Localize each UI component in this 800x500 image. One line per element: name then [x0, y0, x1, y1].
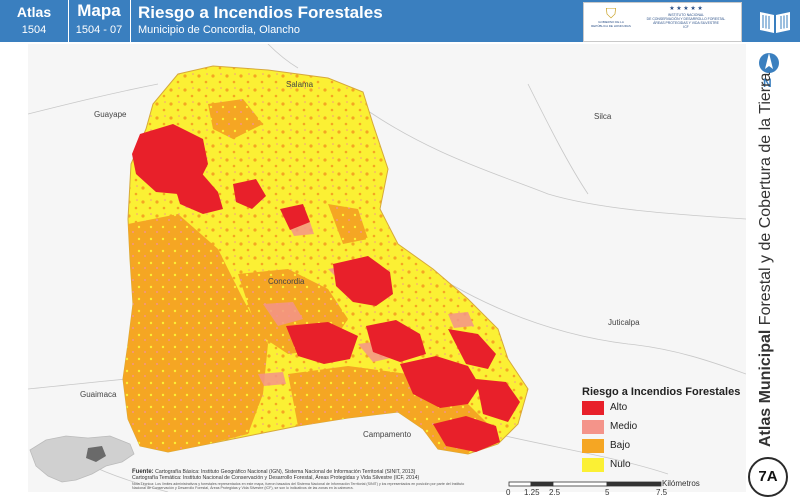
place-guayape: Guayape	[94, 110, 127, 119]
icf-line3: ÁREAS PROTEGIDAS Y VIDA SILVESTRE	[653, 21, 719, 25]
icf-abbr: ICF	[683, 25, 689, 29]
scale-tick-3: 5	[605, 488, 610, 497]
legend-swatch-bajo	[582, 439, 604, 453]
scale-tick-0: 0	[506, 488, 511, 497]
place-concordia: Concordia	[268, 277, 305, 286]
atlas-cell: Atlas 1504	[0, 0, 69, 42]
gobierno-logo: ⛉ GOBIERNO DE LA REPÚBLICA DE HONDURAS	[590, 5, 632, 28]
mapa-number: 1504 - 07	[75, 24, 123, 36]
icf-stars: ★ ★ ★ ★ ★	[669, 6, 703, 12]
scale-bar	[505, 478, 670, 498]
north-arrow: N	[757, 45, 781, 97]
legend-item-medio: Medio	[582, 420, 752, 436]
legend-item-nulo: Nulo	[582, 458, 752, 474]
inset-locator-map	[26, 422, 138, 488]
legend-swatch-nulo	[582, 458, 604, 472]
side-title-bold: Atlas Municipal	[757, 329, 774, 447]
place-guaimaca: Guaimaca	[80, 390, 117, 399]
legend-label-nulo: Nulo	[610, 459, 631, 470]
sources-block: Fuente: Cartografía Básica: Instituto Ge…	[132, 469, 467, 491]
header-bar: Atlas 1504 Mapa 1504 - 07 Riesgo a Incen…	[0, 0, 750, 42]
legend-label-bajo: Bajo	[610, 440, 631, 451]
scale-tick-2: 2.5	[549, 488, 561, 497]
place-juticalpa: Juticalpa	[608, 318, 640, 327]
place-salama: Salama	[286, 80, 314, 89]
page-subtitle: Municipio de Concordia, Olancho	[138, 24, 301, 36]
scale-tick-1: 1.25	[524, 488, 540, 497]
coat-of-arms-icon: ⛉	[605, 5, 617, 21]
sources-line2: Cartografía Temática: Instituto Nacional…	[132, 475, 420, 481]
institution-logos: ⛉ GOBIERNO DE LA REPÚBLICA DE HONDURAS ★…	[583, 2, 742, 42]
mapa-cell: Mapa 1504 - 07	[68, 0, 131, 42]
legend-label-alto: Alto	[610, 402, 628, 413]
map-area[interactable]: Salama Guayape Silca Concordia Juticalpa…	[28, 44, 746, 492]
title-cell: Riesgo a Incendios Forestales Municipio …	[130, 0, 570, 42]
legend-label-medio: Medio	[610, 421, 638, 432]
sources-label: Fuente:	[132, 469, 154, 475]
scale-unit: Kilómetros	[662, 479, 700, 488]
place-silca: Silca	[594, 112, 612, 121]
legend-title: Riesgo a Incendios Forestales	[582, 386, 741, 398]
north-label: N	[763, 76, 772, 90]
side-title-rest: Forestal y de Cobertura de la Tierra	[757, 72, 774, 330]
page-title: Riesgo a Incendios Forestales	[138, 3, 383, 22]
risk-alto-areas	[132, 124, 520, 452]
scale-tick-4: 7.5	[656, 488, 668, 497]
mapa-label: Mapa	[77, 1, 121, 20]
icf-line2: DE CONSERVACIÓN Y DESARROLLO FORESTAL	[646, 17, 726, 21]
sources-line1: Cartografía Básica: Instituto Geográfico…	[155, 469, 416, 475]
icf-logo: ★ ★ ★ ★ ★ INSTITUTO NACIONAL DE CONSERVA…	[636, 5, 736, 29]
risk-map-svg	[28, 44, 746, 492]
legend-swatch-medio	[582, 420, 604, 434]
legend-item-bajo: Bajo	[582, 439, 752, 455]
icf-line1: INSTITUTO NACIONAL	[667, 13, 705, 17]
place-campamento: Campamento	[363, 430, 412, 439]
legend: Riesgo a Incendios Forestales Alto Medio…	[582, 386, 752, 474]
side-title: Atlas Municipal Forestal y de Cobertura …	[757, 73, 775, 447]
atlas-number: 1504	[21, 24, 47, 36]
atlas-book-icon[interactable]	[750, 0, 800, 42]
map-badge: 7A	[748, 457, 788, 497]
gobierno-text: GOBIERNO DE LA REPÚBLICA DE HONDURAS	[591, 20, 631, 28]
legend-item-alto: Alto	[582, 401, 752, 417]
technical-note: Nota Técnica: Los límites administrativo…	[132, 482, 465, 491]
atlas-label: Atlas	[16, 4, 52, 20]
legend-swatch-alto	[582, 401, 604, 415]
